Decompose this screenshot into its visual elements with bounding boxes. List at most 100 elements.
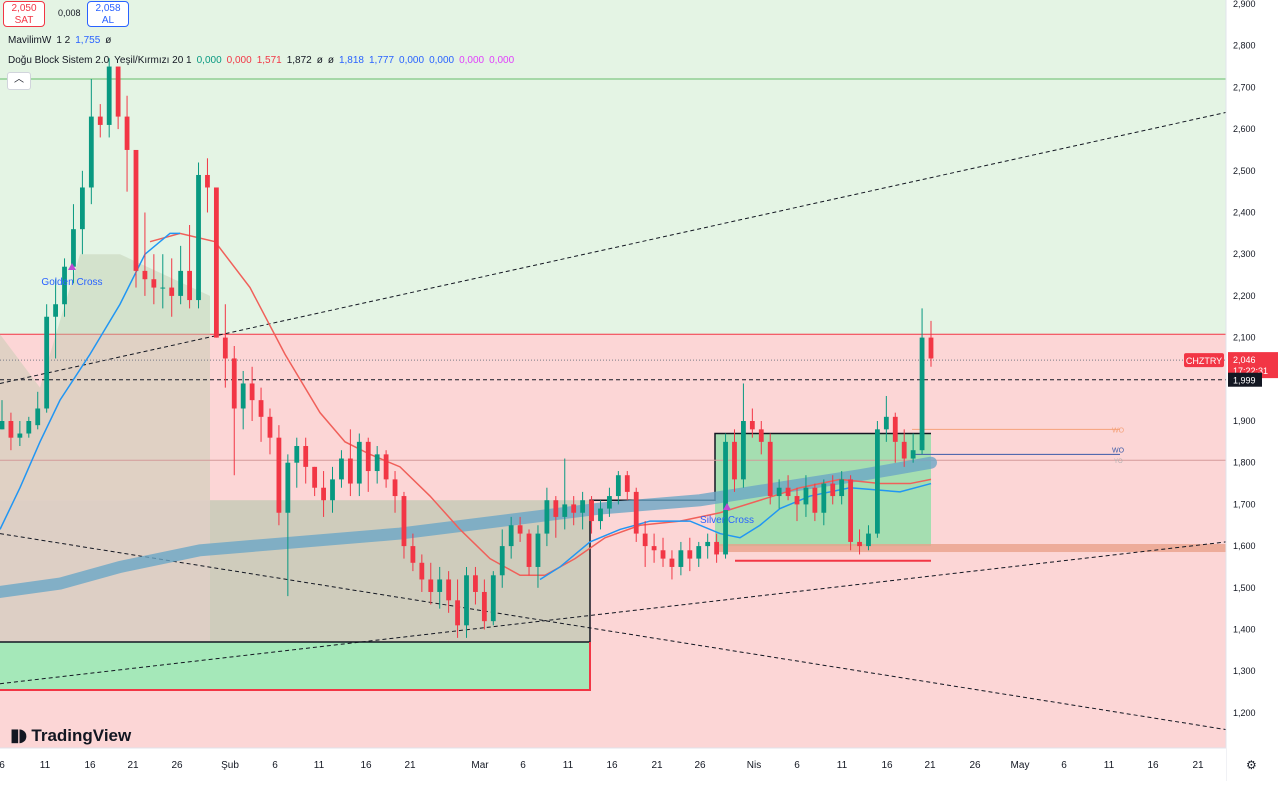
candle-up	[839, 471, 845, 505]
y-tick-label: 1,400	[1233, 625, 1256, 635]
candle-down	[446, 571, 452, 613]
x-tick-label: Şub	[221, 760, 239, 771]
candle-down	[660, 537, 666, 567]
candle-body	[240, 383, 246, 409]
wo-label: WO	[1112, 447, 1125, 454]
x-tick-label: May	[1011, 760, 1030, 771]
indicator-value: 0,000	[489, 55, 515, 66]
candle-down	[303, 437, 309, 484]
candle-up	[17, 421, 23, 447]
candle-body	[741, 421, 746, 480]
candle-down	[222, 304, 228, 388]
indicator-value: 0,000	[226, 55, 252, 66]
candle-down	[749, 408, 755, 438]
candle-body	[669, 558, 675, 567]
candle-up	[875, 421, 880, 538]
sell-button[interactable]: 2,050 SAT	[3, 1, 45, 27]
x-tick-label: 21	[651, 760, 663, 771]
candle-down	[732, 429, 737, 492]
candle-body	[580, 500, 586, 513]
y-tick-label: 1,500	[1233, 583, 1256, 593]
candle-body	[910, 450, 916, 459]
candle-body	[589, 500, 594, 522]
y-tick-label: 2,800	[1233, 41, 1256, 51]
candle-body	[8, 421, 14, 438]
candle-down	[321, 471, 326, 517]
candle-down	[553, 496, 559, 538]
golden-cross-marker	[68, 263, 76, 270]
candle-body	[812, 487, 818, 513]
chevron-up-icon[interactable]: ︿	[7, 72, 31, 90]
candle-body	[455, 600, 460, 626]
candle-body	[26, 421, 32, 434]
candle-body	[213, 187, 219, 338]
indicator-mavilimw[interactable]: MavilimW 1 2 1,755 ø	[8, 35, 121, 46]
candle-down	[517, 516, 523, 542]
candle-down	[231, 345, 237, 476]
x-tick-label: 26	[171, 760, 183, 771]
candle-body	[71, 229, 76, 267]
x-tick-label: 11	[1104, 760, 1115, 771]
indicator-value: 0,000	[399, 55, 425, 66]
candle-down	[133, 149, 139, 288]
candle-body	[615, 475, 621, 497]
level-tag-label: 1,999	[1233, 376, 1256, 386]
candle-up	[62, 258, 67, 317]
candle-body	[678, 550, 684, 567]
silver-cross-marker	[723, 503, 731, 510]
candle-body	[0, 421, 5, 430]
candle-down	[785, 475, 791, 501]
candle-down	[347, 429, 353, 497]
trendline-upper	[0, 111, 1227, 384]
indicator-value: 1,777	[369, 55, 395, 66]
candle-body	[687, 550, 693, 559]
candle-up	[490, 571, 496, 626]
candle-body	[562, 504, 568, 517]
indicator-params: Yeşil/Kırmızı 20 1	[114, 55, 192, 66]
x-tick-label: 16	[881, 760, 893, 771]
candle-body	[169, 287, 175, 296]
candle-down	[401, 491, 407, 559]
candle-body	[499, 546, 505, 576]
indicator-name: MavilimW	[8, 35, 52, 46]
candle-down	[419, 554, 425, 592]
candle-body	[544, 500, 550, 534]
candle-up	[919, 308, 925, 455]
candle-up	[615, 471, 621, 505]
indicator-value: 1,755	[75, 35, 101, 46]
candle-body	[901, 441, 907, 459]
x-tick-label: 21	[127, 760, 139, 771]
candle-body	[321, 487, 326, 501]
indicator-value: 1,818	[338, 55, 364, 66]
sell-price: 2,050	[11, 3, 37, 14]
candle-body	[79, 187, 85, 230]
y-tick-label: 2,200	[1233, 291, 1256, 301]
support-band	[715, 544, 1226, 553]
candle-body	[776, 487, 782, 497]
candle-up	[598, 500, 603, 530]
candle-up	[106, 58, 112, 138]
x-tick-label: 6	[520, 760, 526, 771]
candle-body	[892, 416, 898, 442]
candle-down	[455, 579, 460, 638]
candle-body	[205, 174, 210, 188]
buy-button[interactable]: 2,058 AL	[87, 1, 129, 27]
candle-down	[794, 487, 800, 522]
tradingview-logo-icon: ▮◗	[10, 725, 27, 746]
candle-body	[857, 541, 862, 547]
candle-down	[365, 437, 371, 492]
indicator-dogu-block[interactable]: Doğu Block Sistem 2.0 Yeşil/Kırmızı 20 1 0…	[8, 55, 524, 66]
candle-body	[508, 525, 514, 547]
candle-up	[53, 279, 58, 359]
candle-body	[374, 454, 380, 472]
candle-down	[848, 475, 854, 551]
candle-body	[249, 383, 255, 401]
candle-up	[607, 487, 612, 517]
candle-up	[821, 479, 827, 526]
gear-icon[interactable]: ⚙	[1246, 758, 1257, 772]
candle-up	[26, 416, 32, 438]
candle-body	[187, 270, 192, 301]
candle-body	[535, 533, 541, 567]
